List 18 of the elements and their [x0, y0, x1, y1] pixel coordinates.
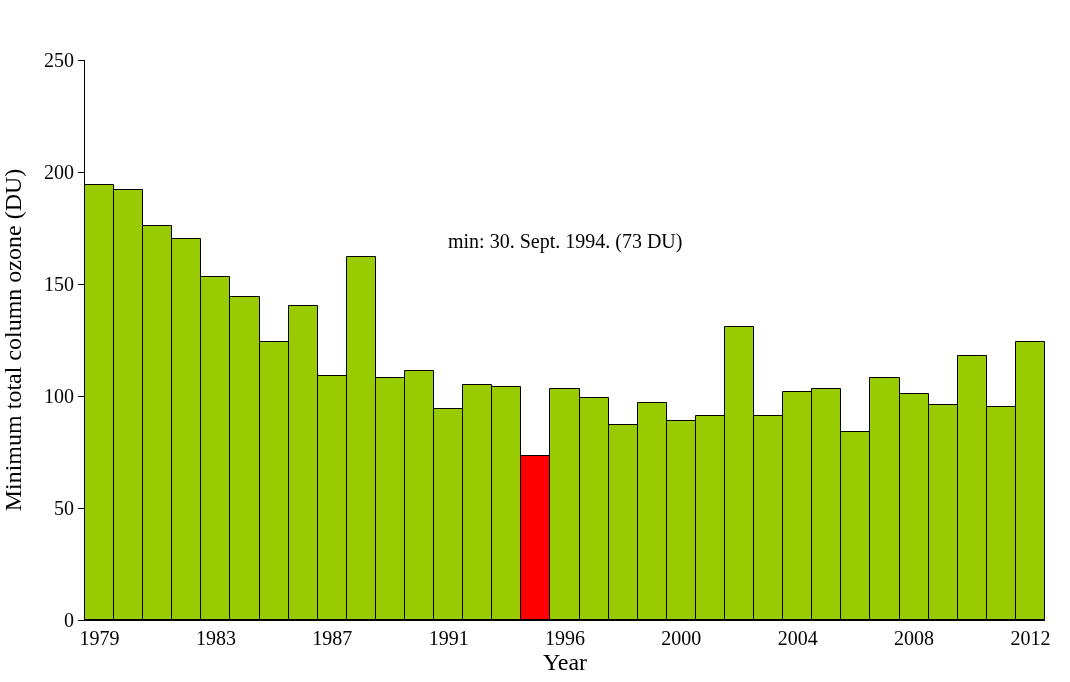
x-tick-label: 1983 [195, 627, 236, 649]
x-tick-label: 2012 [1010, 627, 1051, 649]
x-tick-label: 2000 [661, 627, 702, 649]
y-tick-label: 50 [54, 497, 74, 519]
x-tick-label: 1987 [312, 627, 353, 649]
y-axis-title: Minimum total column ozone (DU) [0, 168, 27, 512]
x-tick-label: 2008 [894, 627, 935, 649]
y-tick-label: 150 [44, 273, 74, 295]
x-tick-label: 1991 [428, 627, 469, 649]
x-axis-title: Year [542, 649, 588, 675]
y-tick-label: 0 [64, 609, 74, 631]
y-tick-label: 100 [44, 385, 74, 407]
y-tick-label: 200 [44, 161, 74, 183]
annotation: min: 30. Sept. 1994. (73 DU) [448, 230, 683, 253]
y-tick-label: 250 [44, 49, 74, 71]
x-tick-label: 1996 [545, 627, 585, 649]
x-tick-label: 1979 [79, 627, 120, 649]
x-tick-label: 2004 [777, 627, 818, 649]
